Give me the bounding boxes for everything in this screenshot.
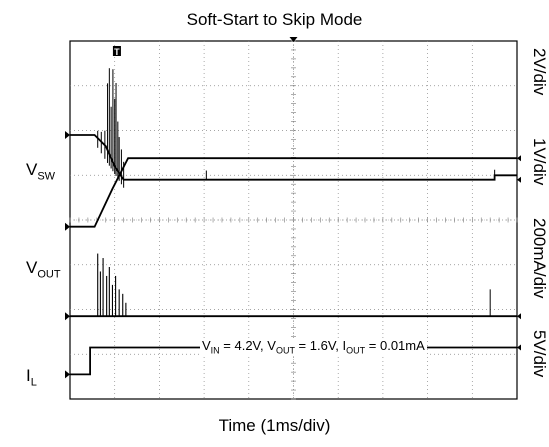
test-conditions: VIN = 4.2V, VOUT = 1.6V, IOUT = 0.01mA xyxy=(200,338,427,356)
trigger-marker-label: T xyxy=(114,47,120,57)
channel-label-vsw: VSW xyxy=(26,160,55,182)
x-axis-label: Time (1ms/div) xyxy=(0,416,549,436)
trace-vsw-ramp xyxy=(70,158,517,227)
channel-label-il: IL xyxy=(26,366,37,388)
channel-ground-marker xyxy=(65,223,70,231)
channel-label-vout: VOUT xyxy=(26,258,61,280)
channel-ground-marker xyxy=(65,370,70,378)
channel-ground-marker xyxy=(65,131,70,139)
scale-label-vsw: 2V/div xyxy=(529,48,549,95)
scale-label-vout: 5V/div xyxy=(529,330,549,377)
scale-label-il: 200mA/div xyxy=(529,218,549,298)
channel-ground-marker xyxy=(65,312,70,320)
scale-label-ramp: 1V/div xyxy=(529,138,549,185)
